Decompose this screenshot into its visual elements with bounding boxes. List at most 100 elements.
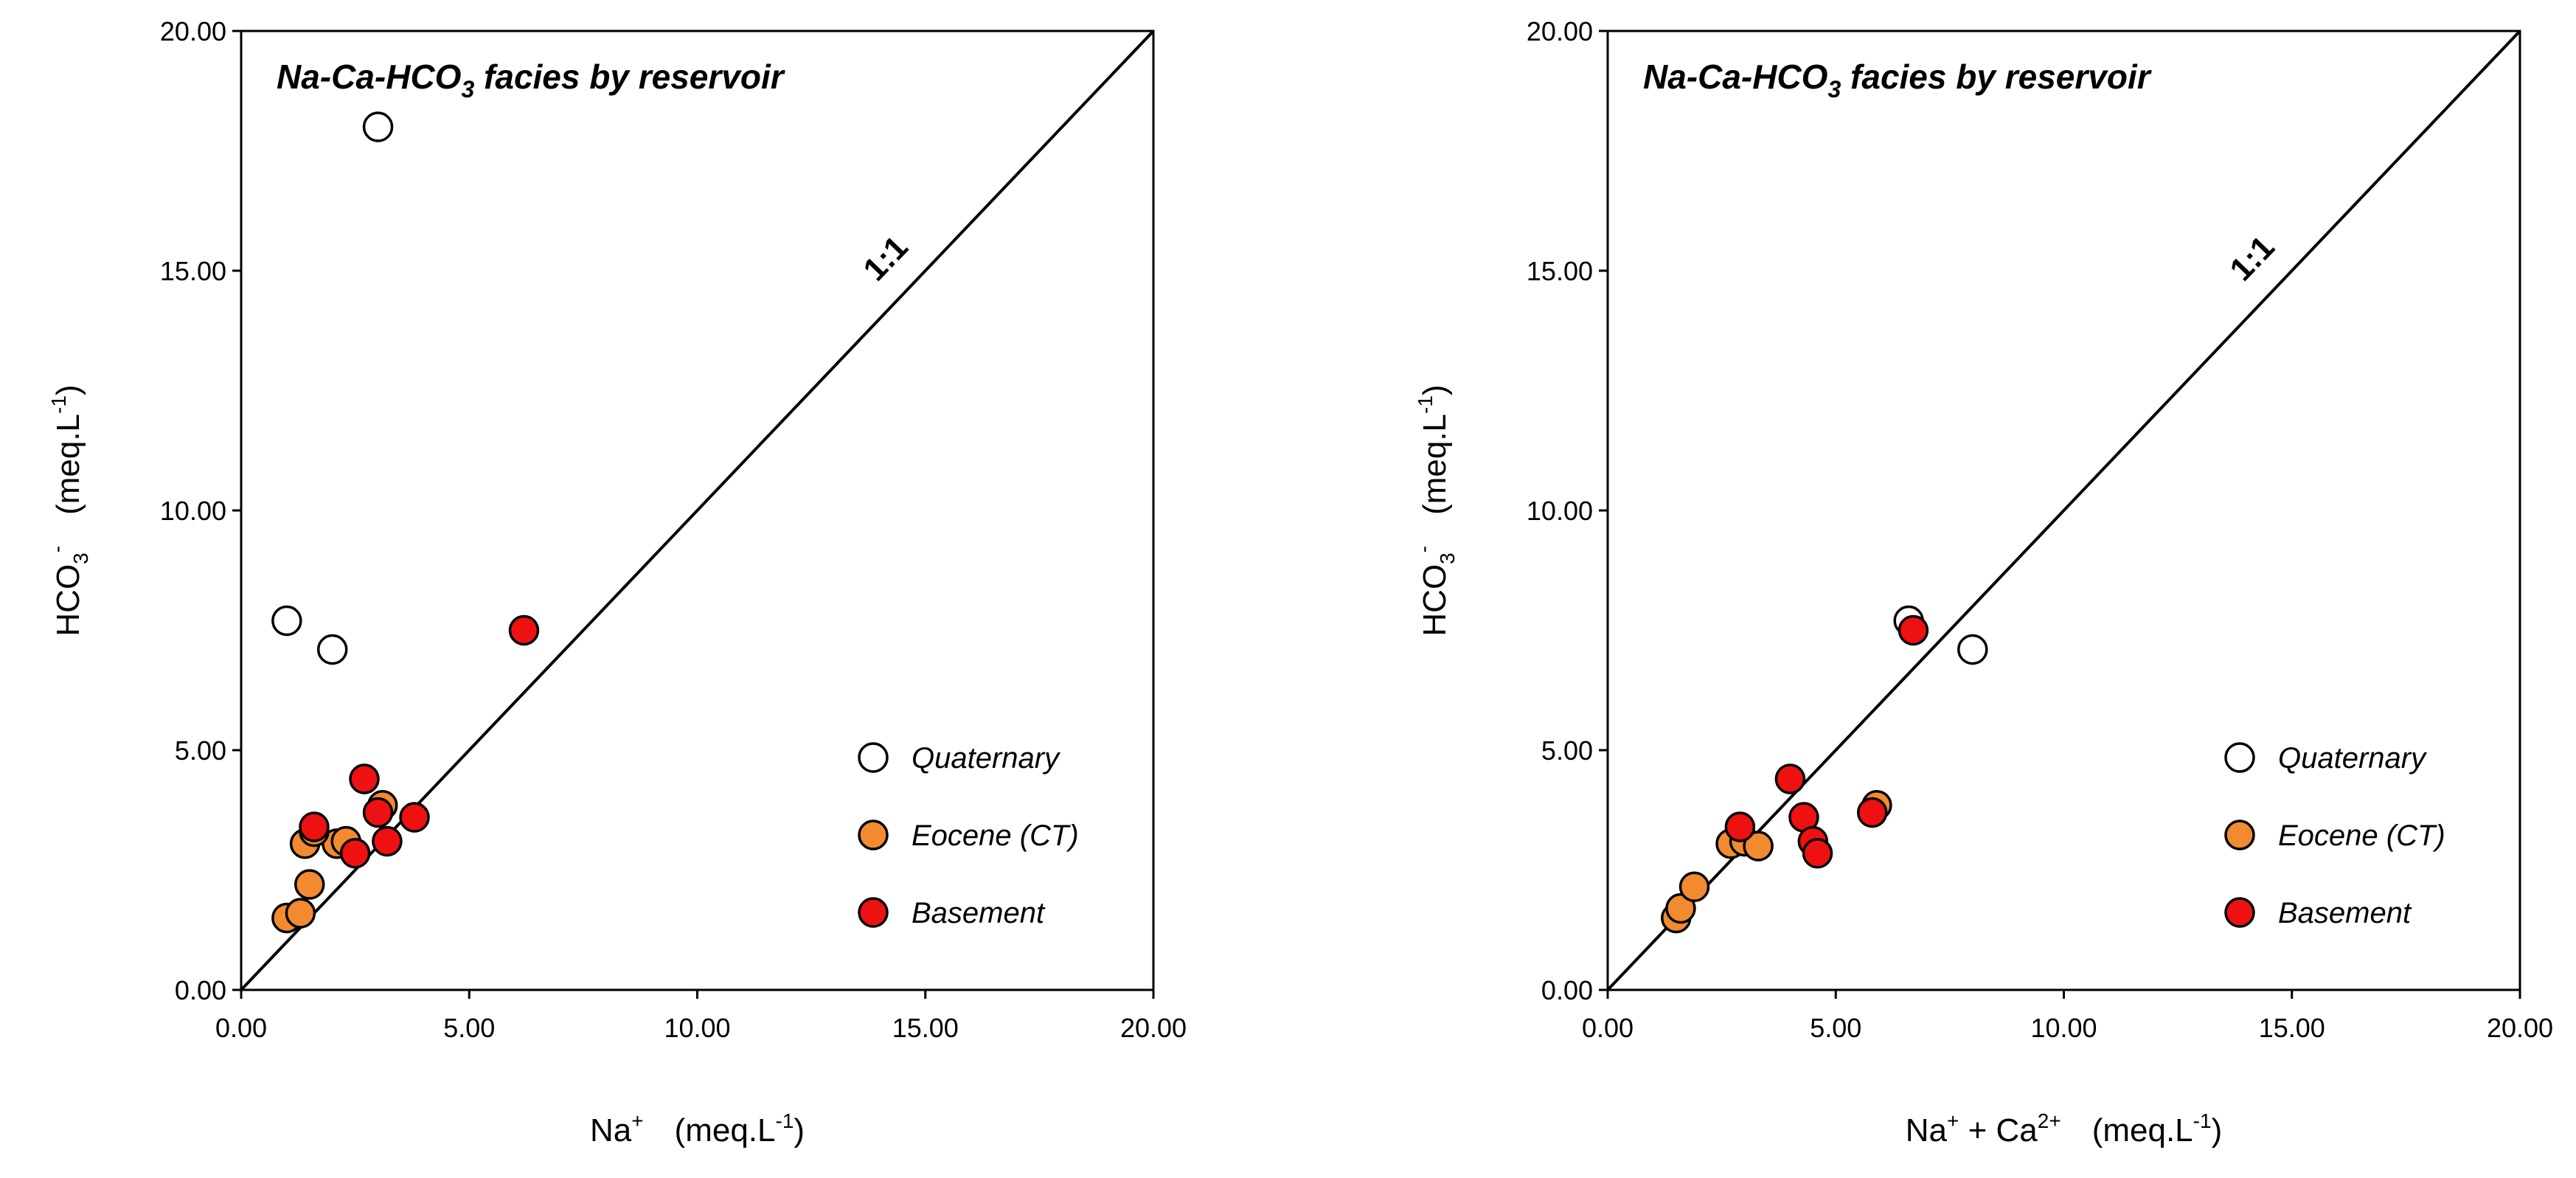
- y-axis-title: HCO3- (meq.L-1): [46, 384, 92, 636]
- y-axis-text: HCO: [50, 564, 86, 637]
- data-point: [316, 634, 348, 665]
- legend-marker: [858, 897, 889, 928]
- x-axis-unit-superscript: -1: [2193, 1109, 2212, 1132]
- x-tick-label: 0.00: [1582, 1013, 1634, 1043]
- data-point: [508, 614, 540, 646]
- x-tick-label: 10.00: [2030, 1013, 2097, 1043]
- y-tick-label: 0.00: [1541, 975, 1593, 1005]
- legend-marker: [858, 820, 889, 850]
- x-axis-title: Na+ (meq.L-1): [590, 1109, 805, 1148]
- legend-marker: [2224, 820, 2255, 850]
- legend-label: Quaternary: [912, 742, 1061, 775]
- y-axis-superscript: -: [1412, 546, 1435, 552]
- data-point: [372, 825, 403, 857]
- legend: Quaternary Eocene (CT) Basement: [858, 742, 1079, 929]
- x-tick-label: 5.00: [443, 1013, 495, 1043]
- data-point: [1743, 831, 1774, 862]
- series-quaternary: [271, 111, 394, 665]
- data-point: [1957, 634, 1988, 665]
- x-tick-label: 0.00: [215, 1013, 267, 1043]
- data-point: [1856, 797, 1888, 828]
- y-axis-subscript: 3: [69, 552, 92, 564]
- data-point: [399, 802, 430, 833]
- legend-label: Quaternary: [2278, 742, 2428, 775]
- y-tick-label: 15.00: [1527, 256, 1593, 286]
- x-tick-label: 5.00: [1810, 1013, 1861, 1043]
- y-tick-label: 10.00: [160, 496, 226, 526]
- x-axis-unit-superscript: -1: [776, 1109, 794, 1132]
- title-text: facies by reservoir: [1841, 58, 2151, 96]
- data-point: [339, 838, 371, 869]
- x-axis-superscript: 2+: [2038, 1109, 2061, 1132]
- data-point: [271, 605, 302, 637]
- legend-label: Eocene (CT): [2278, 820, 2445, 852]
- series-basement: [299, 614, 540, 869]
- x-axis-superscript: +: [1947, 1109, 1959, 1132]
- legend: Quaternary Eocene (CT) Basement: [2224, 742, 2445, 929]
- y-tick-label: 20.00: [160, 16, 226, 46]
- legend-marker: [858, 742, 889, 773]
- y-axis-unit: ): [1417, 384, 1453, 395]
- y-tick-label: 20.00: [1527, 16, 1593, 46]
- title-text: facies by reservoir: [474, 58, 785, 96]
- y-axis-unit: (meq.L: [1417, 414, 1453, 515]
- title-subscript: 3: [1827, 76, 1841, 103]
- y-axis-unit: (meq.L: [50, 414, 86, 515]
- data-point: [285, 898, 316, 929]
- y-axis-unit-superscript: -1: [1414, 395, 1437, 414]
- legend-label: Basement: [912, 897, 1046, 929]
- x-axis-text: + Ca: [1959, 1112, 2038, 1148]
- legend-marker: [2224, 897, 2255, 928]
- chart-panel-2: 0.00 0.00 5.00 5.00 10.00 10.00 15.00 15.00 20.0…: [1412, 16, 2553, 1148]
- title-text: Na-Ca-HCO: [1643, 58, 1828, 96]
- chart-panel-1: 0.00 0.00 5.00 5.00 10.00 10.00 15.00 15.00 20.0…: [46, 16, 1187, 1148]
- data-point: [362, 111, 394, 142]
- data-point: [1724, 811, 1756, 842]
- data-point: [1774, 763, 1806, 794]
- x-axis-unit: ): [794, 1112, 805, 1148]
- one-to-one-label: 1:1: [856, 229, 914, 288]
- data-point: [362, 797, 394, 828]
- series-basement: [1724, 614, 1929, 869]
- y-axis-subscript: 3: [1436, 552, 1459, 564]
- x-tick-label: 15.00: [2259, 1013, 2325, 1043]
- data-point: [299, 811, 330, 842]
- y-axis-unit: ): [50, 384, 86, 395]
- y-tick-label: 10.00: [1527, 496, 1593, 526]
- data-point: [294, 869, 325, 900]
- data-point: [1665, 893, 1696, 924]
- data-point: [1802, 838, 1833, 869]
- y-tick-label: 5.00: [175, 735, 226, 766]
- y-axis-superscript: -: [46, 546, 69, 552]
- x-axis-superscript: +: [631, 1109, 643, 1132]
- y-tick-label: 5.00: [1541, 735, 1593, 766]
- y-axis-title: HCO3- (meq.L-1): [1412, 384, 1459, 636]
- y-tick-label: 15.00: [160, 256, 226, 286]
- y-tick-label: 0.00: [175, 975, 226, 1005]
- x-axis-text: Na: [590, 1112, 632, 1148]
- x-tick-label: 10.00: [664, 1013, 730, 1043]
- x-tick-label: 15.00: [892, 1013, 959, 1043]
- legend-label: Basement: [2278, 897, 2412, 929]
- one-to-one-label: 1:1: [2223, 229, 2281, 288]
- x-tick-label: 20.00: [2487, 1013, 2553, 1043]
- data-point: [349, 763, 380, 794]
- legend-label: Eocene (CT): [912, 820, 1079, 852]
- x-axis-text: Na: [1906, 1112, 1948, 1148]
- x-axis-unit: ): [2212, 1112, 2223, 1148]
- one-to-one-line: [1606, 30, 2521, 991]
- data-point: [1898, 614, 1929, 646]
- title-text: Na-Ca-HCO: [277, 58, 462, 96]
- y-axis-text: HCO: [1417, 564, 1453, 637]
- x-tick-label: 20.00: [1120, 1013, 1187, 1043]
- x-axis-unit: (meq.L: [675, 1112, 776, 1148]
- legend-marker: [2224, 742, 2255, 773]
- data-point: [1678, 871, 1710, 902]
- x-axis-unit: (meq.L: [2092, 1112, 2193, 1148]
- panel-title: Na-Ca-HCO3 facies by reservoir: [277, 58, 785, 103]
- panel-title: Na-Ca-HCO3 facies by reservoir: [1643, 58, 2152, 103]
- title-subscript: 3: [461, 76, 474, 103]
- y-axis-unit-superscript: -1: [47, 395, 70, 414]
